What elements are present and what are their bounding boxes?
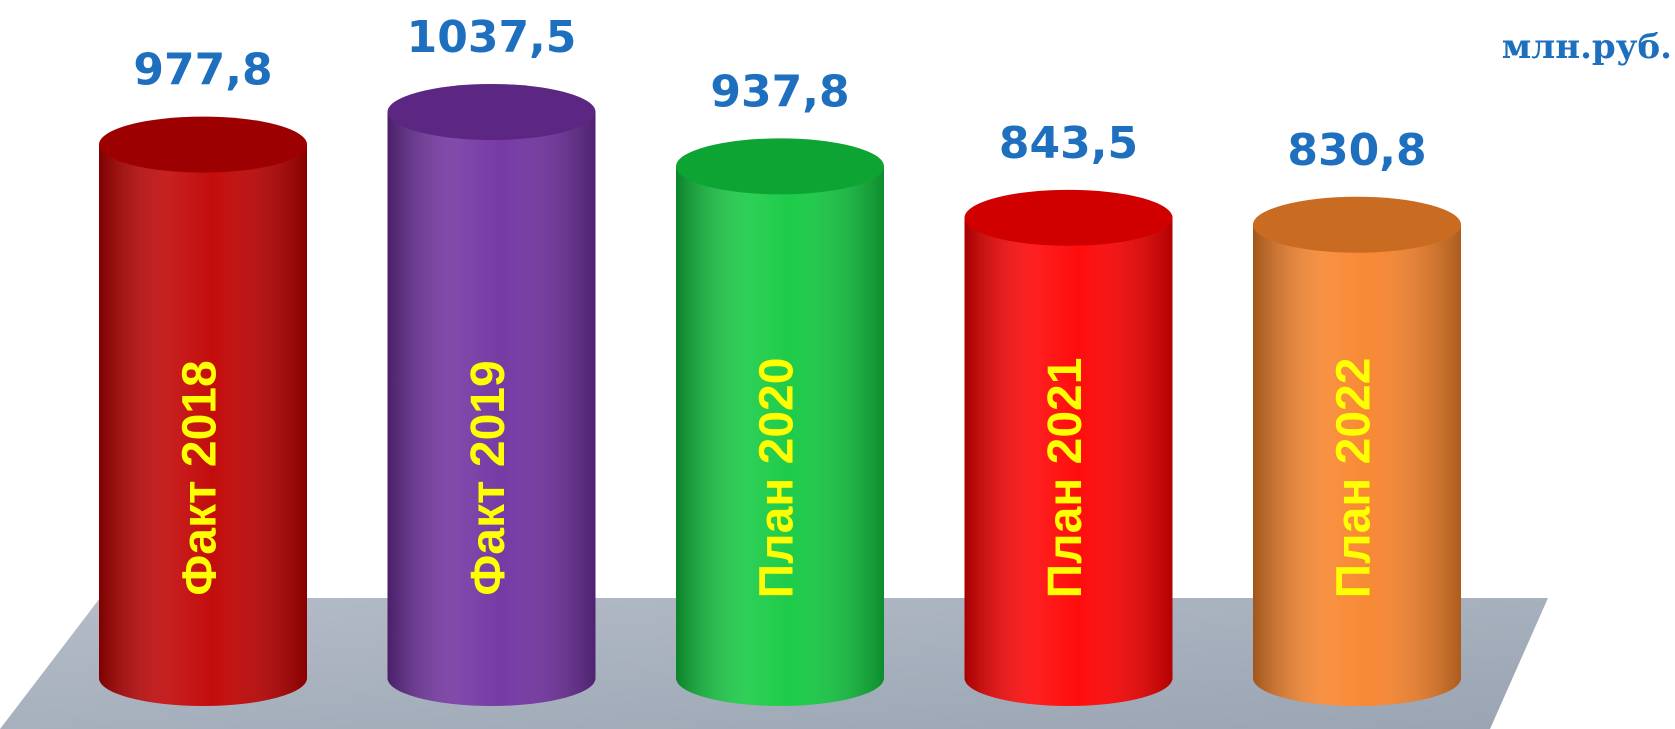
cylinder-top-shade bbox=[964, 189, 1173, 246]
value-label: 830,8 bbox=[1287, 125, 1426, 176]
cylinder-shading bbox=[99, 144, 307, 707]
cylinder-shading bbox=[676, 166, 884, 706]
cylinder-top bbox=[676, 138, 884, 195]
value-label: 1037,5 bbox=[407, 12, 577, 63]
cylinder-top-shade bbox=[99, 116, 307, 173]
category-label: План 2020 bbox=[751, 358, 804, 599]
category-label: План 2022 bbox=[1328, 358, 1381, 599]
cylinder-top-shade bbox=[1253, 196, 1461, 253]
cylinder-top bbox=[387, 84, 596, 140]
cylinder-shading bbox=[964, 217, 1173, 706]
cylinder-top-shade bbox=[676, 138, 884, 195]
category-label: План 2021 bbox=[1039, 358, 1092, 599]
category-label: Факт 2019 bbox=[462, 360, 515, 595]
unit-label: млн.руб. bbox=[1502, 27, 1672, 67]
cylinder-shading bbox=[387, 112, 596, 706]
category-label: Факт 2018 bbox=[174, 360, 227, 595]
cylinder-top-shade bbox=[387, 84, 596, 140]
cylinder-shading bbox=[1253, 224, 1461, 707]
value-label: 937,8 bbox=[710, 66, 849, 117]
value-label: 977,8 bbox=[133, 45, 272, 96]
cylinder-top bbox=[1253, 196, 1461, 253]
value-label: 843,5 bbox=[999, 118, 1138, 169]
cylinder-top bbox=[99, 116, 307, 173]
cylinder-top bbox=[964, 189, 1173, 246]
